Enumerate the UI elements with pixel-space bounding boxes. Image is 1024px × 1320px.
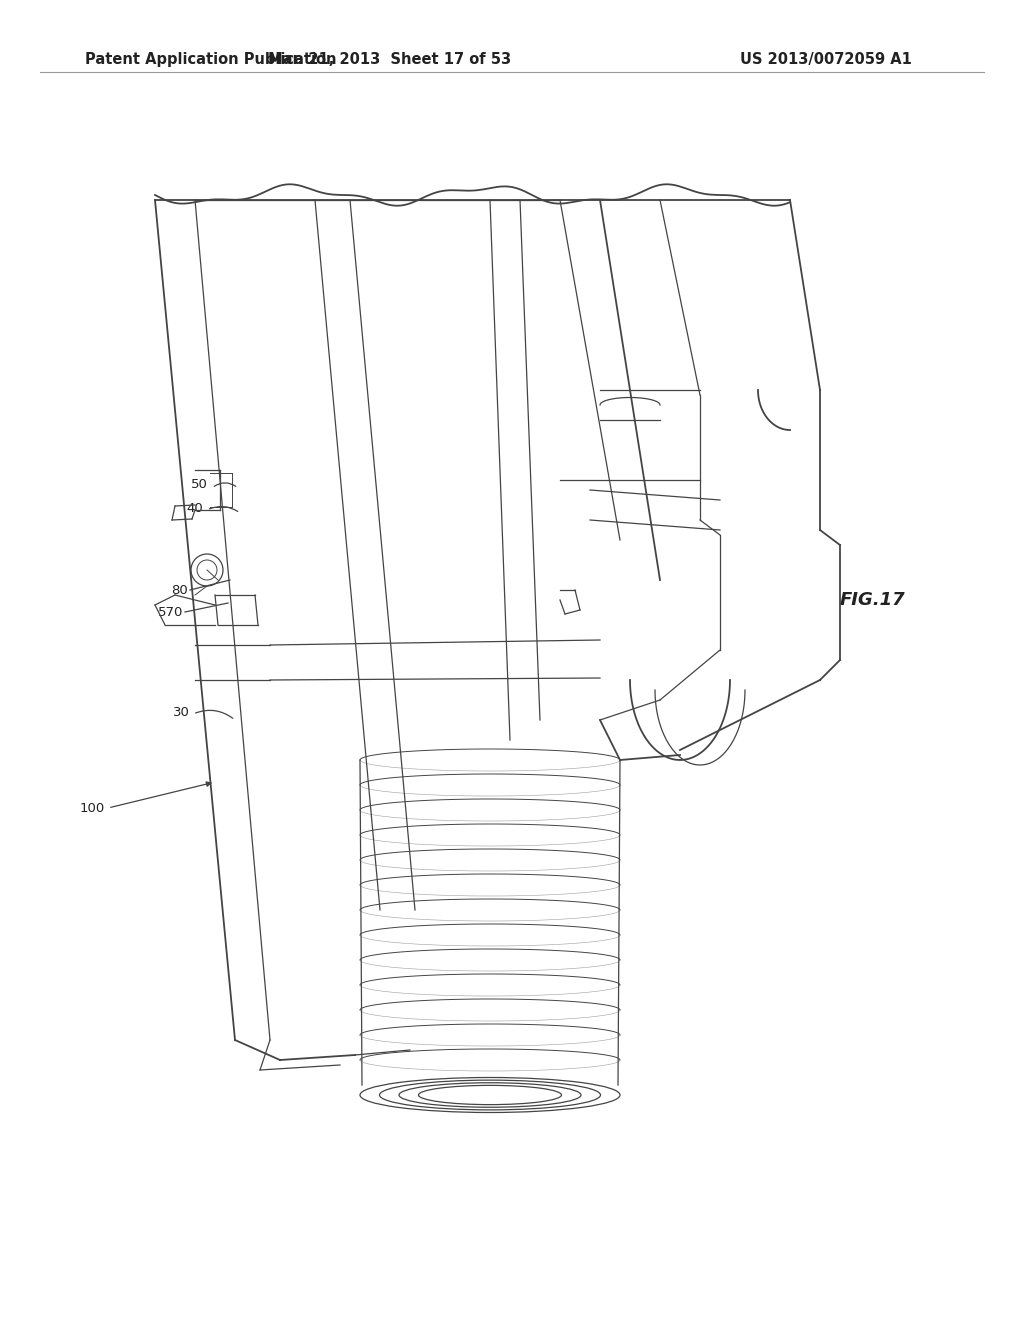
Text: 100: 100 [80,801,105,814]
Text: 570: 570 [158,606,183,619]
Text: 30: 30 [173,705,190,718]
Text: Mar. 21, 2013  Sheet 17 of 53: Mar. 21, 2013 Sheet 17 of 53 [268,51,512,67]
Text: 80: 80 [171,583,188,597]
Text: 50: 50 [191,479,208,491]
Text: 40: 40 [186,502,203,515]
Text: FIG.17: FIG.17 [840,591,905,609]
Text: Patent Application Publication: Patent Application Publication [85,51,337,67]
Text: US 2013/0072059 A1: US 2013/0072059 A1 [740,51,912,67]
